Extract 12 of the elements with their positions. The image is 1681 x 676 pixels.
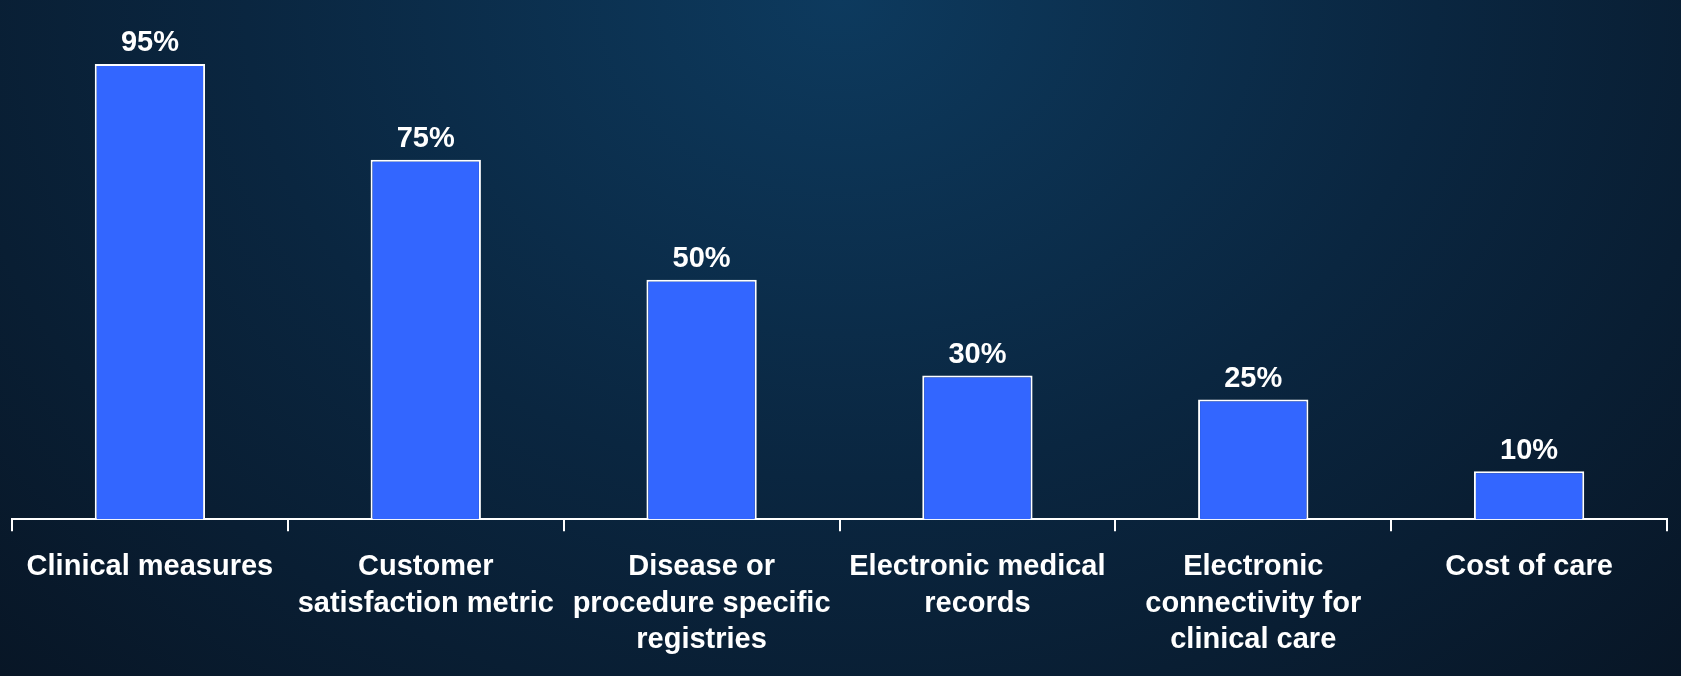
x-tick-label: Electronic connectivity for clinical care [1145, 549, 1362, 654]
data-label: 25% [1224, 360, 1283, 393]
data-label: 95% [120, 25, 180, 58]
data-label: 50% [672, 241, 731, 274]
x-tick-label: Electronic medical records [849, 549, 1106, 618]
data-label: 75% [396, 121, 455, 154]
x-tick-label: Clinical measures [26, 549, 274, 582]
x-tick-label: Customer satisfaction metric [297, 549, 554, 618]
x-tick-label: Disease or procedure specific registries [572, 549, 831, 654]
data-label: 10% [1500, 432, 1559, 465]
data-label: 30% [948, 336, 1007, 369]
x-tick-label: Cost of care [1445, 549, 1613, 582]
